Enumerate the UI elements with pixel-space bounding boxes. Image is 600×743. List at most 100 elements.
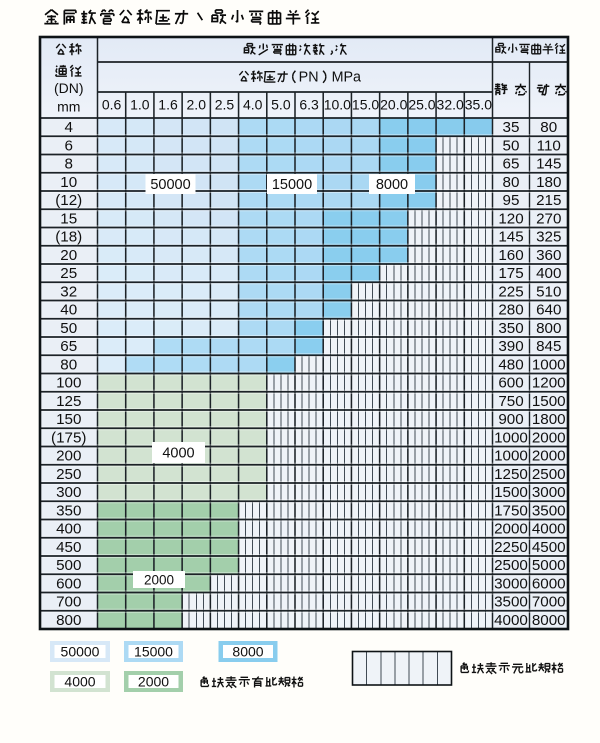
svg-text:2250: 2250 [494,539,528,556]
svg-text:250: 250 [56,466,81,483]
svg-text:10.0: 10.0 [324,97,351,113]
svg-text:20: 20 [60,247,77,264]
svg-text:MPa: MPa [332,70,361,86]
svg-text:390: 390 [498,338,523,355]
svg-text:35.0: 35.0 [465,97,492,113]
svg-text:15: 15 [60,210,77,227]
svg-text:1800: 1800 [532,411,566,428]
svg-text:360: 360 [536,247,561,264]
svg-text:10: 10 [60,174,77,191]
svg-text:80: 80 [60,356,77,373]
svg-text:300: 300 [56,484,81,501]
svg-text:350: 350 [56,502,81,519]
svg-text:215: 215 [536,192,561,209]
svg-text:40: 40 [60,302,77,319]
svg-text:1000: 1000 [494,429,528,446]
svg-text:3500: 3500 [532,502,566,519]
svg-text:2.0: 2.0 [187,97,207,113]
svg-text:5.0: 5.0 [271,97,291,113]
svg-text:8000: 8000 [376,177,408,193]
svg-text:5000: 5000 [532,557,566,574]
svg-text:600: 600 [56,575,81,592]
svg-text:4000: 4000 [494,612,528,629]
svg-text:2000: 2000 [532,448,566,465]
svg-text:1000: 1000 [532,356,566,373]
svg-text:160: 160 [498,247,523,264]
svg-text:1500: 1500 [532,393,566,410]
svg-text:3500: 3500 [494,594,528,611]
svg-text:1500: 1500 [494,484,528,501]
svg-text:(18): (18) [55,229,82,246]
svg-text:600: 600 [498,375,523,392]
svg-text:2000: 2000 [138,674,169,690]
svg-text:6000: 6000 [532,575,566,592]
svg-text:PN: PN [299,70,319,86]
svg-text:400: 400 [56,521,81,538]
svg-text:6: 6 [65,137,73,154]
svg-text:4000: 4000 [162,446,194,462]
svg-text:4000: 4000 [64,674,95,690]
svg-text:15000: 15000 [134,644,173,660]
svg-text:175: 175 [498,265,523,282]
svg-text:400: 400 [536,265,561,282]
svg-text:8: 8 [65,156,73,173]
svg-text:150: 150 [56,411,81,428]
svg-text:(12): (12) [55,192,82,209]
svg-text:95: 95 [503,192,520,209]
svg-text:4: 4 [65,119,73,136]
svg-text:1250: 1250 [494,466,528,483]
svg-text:50000: 50000 [150,177,190,193]
svg-text:25.0: 25.0 [408,97,435,113]
svg-text:845: 845 [536,338,561,355]
svg-text:(DN): (DN) [54,80,84,96]
svg-text:mm: mm [57,99,80,115]
svg-text:180: 180 [536,174,561,191]
svg-text:8000: 8000 [232,644,263,660]
svg-text:640: 640 [536,302,561,319]
svg-text:1750: 1750 [494,502,528,519]
svg-text:4000: 4000 [532,521,566,538]
svg-text:80: 80 [503,174,520,191]
svg-text:0.6: 0.6 [102,97,122,113]
svg-text:120: 120 [498,210,523,227]
svg-text:35: 35 [503,119,520,136]
svg-text:450: 450 [56,539,81,556]
svg-text:1000: 1000 [494,448,528,465]
svg-text:32.0: 32.0 [437,97,464,113]
svg-text:2000: 2000 [144,573,174,588]
svg-text:100: 100 [56,375,81,392]
svg-text:1.0: 1.0 [130,97,150,113]
svg-text:125: 125 [56,393,81,410]
svg-text:65: 65 [503,156,520,173]
svg-text:15.0: 15.0 [352,97,379,113]
svg-text:145: 145 [536,156,561,173]
svg-text:200: 200 [56,448,81,465]
svg-text:80: 80 [540,119,557,136]
svg-text:2000: 2000 [494,521,528,538]
svg-text:1200: 1200 [532,375,566,392]
svg-text:65: 65 [60,338,77,355]
svg-text:800: 800 [536,320,561,337]
svg-text:900: 900 [498,411,523,428]
svg-text:4.0: 4.0 [243,97,263,113]
svg-text:(175): (175) [51,429,86,446]
svg-text:350: 350 [498,320,523,337]
svg-text:3000: 3000 [494,575,528,592]
svg-text:280: 280 [498,302,523,319]
svg-text:145: 145 [498,229,523,246]
svg-text:20.0: 20.0 [380,97,407,113]
svg-text:480: 480 [498,356,523,373]
svg-text:225: 225 [498,283,523,300]
svg-text:500: 500 [56,557,81,574]
svg-text:4500: 4500 [532,539,566,556]
svg-text:8000: 8000 [532,612,566,629]
svg-text:50: 50 [503,137,520,154]
svg-text:32: 32 [60,283,77,300]
svg-text:15000: 15000 [272,177,312,193]
svg-text:750: 750 [498,393,523,410]
svg-text:1.6: 1.6 [158,97,178,113]
svg-text:3000: 3000 [532,484,566,501]
svg-text:110: 110 [537,137,561,154]
svg-text:50000: 50000 [61,644,100,660]
svg-text:800: 800 [56,612,81,629]
